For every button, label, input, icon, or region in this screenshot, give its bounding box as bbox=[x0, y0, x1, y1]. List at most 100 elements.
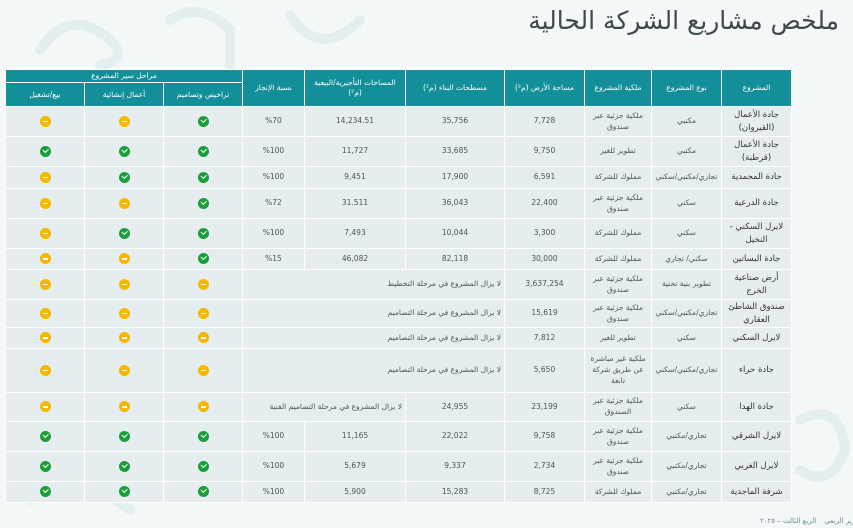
footer-period: الربع الثالث – ٢٠٢٥ bbox=[760, 517, 817, 525]
stage-licensing bbox=[163, 481, 243, 504]
cell-land-area: 7,812 bbox=[504, 327, 585, 350]
stage-construction bbox=[84, 106, 164, 138]
cell-built-area: 22,022 bbox=[405, 421, 505, 453]
cell-type: مكتبي bbox=[651, 106, 722, 138]
footer: التقرير الربعي الربع الثالث – ٢٠٢٥ bbox=[760, 517, 853, 525]
stage-sale bbox=[5, 421, 85, 453]
cell-ownership: تطوير للغير bbox=[584, 136, 652, 168]
cell-type: تطوير بنية تحتية bbox=[651, 269, 722, 301]
table-row: جادة المحمدية تجاري/مكتبي/سكني مملوك للشرك… bbox=[5, 166, 792, 190]
cell-project: لايرل الغربي bbox=[721, 451, 792, 483]
check-circle-icon bbox=[118, 486, 130, 498]
stage-construction bbox=[84, 392, 164, 423]
minus-circle-icon bbox=[118, 364, 130, 376]
stage-licensing bbox=[163, 166, 243, 190]
stage-construction bbox=[84, 299, 164, 329]
table-row: لايرل الشرقي تجاري/مكتبي ملكية جزئية عبر ص… bbox=[5, 421, 792, 453]
cell-built-area: 33,685 bbox=[405, 136, 505, 168]
cell-land-area: 30,000 bbox=[504, 248, 585, 271]
cell-type: سكني bbox=[651, 327, 722, 350]
stage-licensing bbox=[163, 106, 243, 138]
check-circle-icon bbox=[197, 145, 209, 157]
check-circle-icon bbox=[197, 486, 209, 498]
table-row: جادة حراء تجاري/مكتبي/سكني ملكية غير مباشر… bbox=[5, 348, 792, 394]
projects-table: المشروع نوع المشروع ملكية المشروع مساحة … bbox=[5, 68, 792, 504]
table-row: جادة الهدا سكني ملكية جزئية عبر الصندوق 23,… bbox=[5, 392, 792, 423]
cell-project: جادة الأعمال (القيروان) bbox=[721, 106, 792, 138]
cell-land-area: 9,750 bbox=[504, 136, 585, 168]
stage-sale bbox=[5, 392, 85, 423]
minus-circle-icon bbox=[39, 253, 51, 265]
minus-circle-icon bbox=[197, 278, 209, 290]
cell-project: صندوق الشاطئ العقاري bbox=[721, 299, 792, 329]
cell-type: تجاري/مكتبي bbox=[651, 481, 722, 504]
minus-circle-icon bbox=[197, 401, 209, 413]
cell-leasable-area: 9,451 bbox=[304, 166, 406, 190]
minus-circle-icon bbox=[39, 401, 51, 413]
minus-circle-icon bbox=[39, 197, 51, 209]
header-stages-group: مراحل سير المشروع bbox=[5, 68, 243, 84]
cell-built-area: 9,337 bbox=[405, 451, 505, 483]
check-circle-icon bbox=[39, 430, 51, 442]
cell-type: سكني bbox=[651, 218, 722, 250]
minus-circle-icon bbox=[197, 307, 209, 319]
cell-land-area: 3,637,254 bbox=[504, 269, 585, 301]
cell-completion: %70 bbox=[242, 106, 305, 138]
stage-licensing bbox=[163, 269, 243, 301]
stage-licensing bbox=[163, 392, 243, 423]
cell-project: جادة الأعمال (قرطبة) bbox=[721, 136, 792, 168]
cell-land-area: 15,619 bbox=[504, 299, 585, 329]
stage-construction bbox=[84, 248, 164, 271]
cell-completion: %100 bbox=[242, 136, 305, 168]
minus-circle-icon bbox=[39, 307, 51, 319]
cell-leasable-area: 11,165 bbox=[304, 421, 406, 453]
cell-type: تجاري/مكتبي/سكني bbox=[651, 166, 722, 190]
cell-project: جادة المحمدية bbox=[721, 166, 792, 190]
cell-message: لا يزال المشروع في مرحلة التصاميم bbox=[242, 327, 505, 350]
table-row: جادة الأعمال (قرطبة) مكتبي تطوير للغير 9,75… bbox=[5, 136, 792, 168]
cell-leasable-area: 14,234.51 bbox=[304, 106, 406, 138]
cell-built-area: 24,955 bbox=[405, 392, 505, 423]
check-circle-icon bbox=[39, 460, 51, 472]
stage-construction bbox=[84, 218, 164, 250]
cell-type: سكني bbox=[651, 188, 722, 220]
stage-sale bbox=[5, 248, 85, 271]
cell-project: لايرل السكني bbox=[721, 327, 792, 350]
cell-completion: %100 bbox=[242, 218, 305, 250]
cell-leasable-area: 11,727 bbox=[304, 136, 406, 168]
cell-ownership: ملكية جزئية عبر صندوق bbox=[584, 188, 652, 220]
table-row: صندوق الشاطئ العقاري تجاري/مكتبي/سكني ملكي… bbox=[5, 299, 792, 329]
minus-circle-icon bbox=[118, 332, 130, 344]
stage-licensing bbox=[163, 348, 243, 394]
check-circle-icon bbox=[39, 486, 51, 498]
cell-type: تجاري/مكتبي/سكني bbox=[651, 299, 722, 329]
cell-type: سكني bbox=[651, 392, 722, 423]
minus-circle-icon bbox=[197, 332, 209, 344]
cell-land-area: 9,758 bbox=[504, 421, 585, 453]
stage-sale bbox=[5, 166, 85, 190]
header-land-area: مساحة الأرض (م²) bbox=[504, 68, 585, 108]
header-stage-sale: بيع/تشغيل bbox=[5, 82, 85, 108]
cell-built-area: 17,900 bbox=[405, 166, 505, 190]
stage-construction bbox=[84, 136, 164, 168]
cell-type: تجاري/مكتبي bbox=[651, 451, 722, 483]
check-circle-icon bbox=[197, 227, 209, 239]
cell-type: مكتبي bbox=[651, 136, 722, 168]
cell-project: جادة الهدا bbox=[721, 392, 792, 423]
check-circle-icon bbox=[118, 460, 130, 472]
cell-land-area: 7,728 bbox=[504, 106, 585, 138]
check-circle-icon bbox=[197, 197, 209, 209]
stage-licensing bbox=[163, 188, 243, 220]
cell-message: لا يزال المشروع في مرحلة التصاميم الفنية bbox=[242, 392, 406, 423]
cell-completion: %100 bbox=[242, 166, 305, 190]
cell-ownership: مملوك للشركة bbox=[584, 481, 652, 504]
cell-built-area: 36,043 bbox=[405, 188, 505, 220]
cell-ownership: ملكية غير مباشرة عن طريق شركة تابعة bbox=[584, 348, 652, 394]
minus-circle-icon bbox=[118, 253, 130, 265]
cell-ownership: مملوك للشركة bbox=[584, 248, 652, 271]
cell-project: جادة حراء bbox=[721, 348, 792, 394]
cell-built-area: 15,283 bbox=[405, 481, 505, 504]
check-circle-icon bbox=[197, 460, 209, 472]
stage-sale bbox=[5, 481, 85, 504]
cell-land-area: 2,734 bbox=[504, 451, 585, 483]
